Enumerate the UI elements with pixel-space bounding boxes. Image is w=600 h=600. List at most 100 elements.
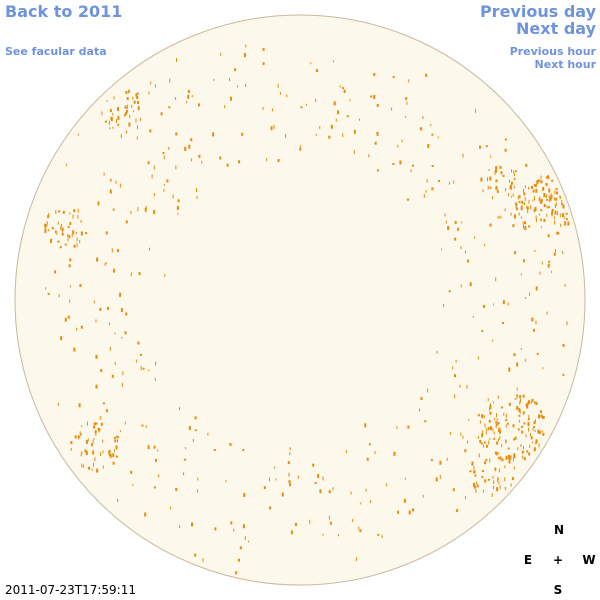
compass-west: W: [582, 553, 596, 567]
facula: [528, 414, 530, 419]
previous-day-link[interactable]: Previous day: [479, 2, 596, 21]
facula: [73, 244, 76, 248]
facula: [508, 402, 511, 406]
facula: [163, 188, 165, 192]
facula: [488, 419, 491, 423]
facula: [483, 441, 486, 444]
facula: [91, 468, 93, 471]
facula: [55, 210, 57, 214]
facula: [521, 205, 523, 209]
facula: [554, 190, 556, 195]
facula: [485, 458, 488, 461]
facula: [97, 201, 100, 206]
facula: [528, 225, 531, 228]
facular-data-link[interactable]: See facular data: [5, 45, 107, 58]
facula: [536, 352, 539, 355]
facula: [148, 91, 150, 95]
next-day-link[interactable]: Next day: [516, 19, 596, 38]
facula: [405, 115, 407, 118]
facula: [452, 366, 454, 370]
facula: [443, 304, 445, 307]
facula: [147, 161, 150, 165]
facula: [487, 398, 489, 402]
facula: [77, 208, 79, 213]
facula: [288, 480, 291, 484]
facula: [430, 124, 432, 127]
back-link[interactable]: Back to 2011: [5, 2, 123, 21]
facula: [527, 422, 530, 427]
facula: [330, 124, 333, 129]
next-hour-link[interactable]: Next hour: [534, 58, 597, 71]
facula: [521, 455, 523, 459]
facula: [520, 216, 522, 219]
facula: [532, 428, 534, 431]
facula: [64, 243, 67, 246]
facula: [489, 186, 492, 189]
facula: [460, 432, 462, 436]
facula: [510, 184, 512, 189]
facula: [133, 110, 135, 113]
facula: [508, 367, 511, 372]
facula: [115, 445, 118, 450]
facula: [275, 478, 277, 481]
facula: [559, 196, 561, 199]
facula: [543, 219, 546, 222]
facula: [430, 459, 433, 462]
facula: [547, 206, 550, 209]
facula: [376, 169, 379, 172]
previous-hour-link[interactable]: Previous hour: [509, 45, 596, 58]
facula: [112, 112, 114, 116]
facula: [524, 202, 525, 206]
facula: [95, 319, 97, 323]
facula: [163, 155, 165, 160]
facula: [226, 163, 229, 167]
facula: [445, 220, 447, 224]
facula: [518, 200, 521, 203]
facula: [473, 469, 476, 474]
facula: [92, 440, 94, 443]
facula: [299, 147, 302, 151]
facula: [540, 175, 542, 179]
facula: [519, 409, 521, 414]
facula: [565, 212, 568, 215]
facula: [76, 327, 78, 331]
facula: [545, 194, 547, 198]
facula: [224, 105, 226, 109]
facula: [391, 107, 393, 111]
facula: [407, 425, 410, 429]
facula: [474, 474, 477, 477]
facula: [229, 78, 231, 82]
facula: [187, 94, 190, 99]
facula: [105, 262, 107, 265]
facula: [243, 493, 246, 497]
facula: [80, 219, 82, 223]
facula: [537, 429, 540, 434]
facula: [550, 194, 553, 199]
facula: [460, 246, 462, 250]
facula: [219, 156, 222, 160]
facula: [548, 260, 551, 263]
facula: [94, 430, 97, 434]
facula: [522, 394, 525, 398]
facula: [343, 90, 346, 94]
facula: [406, 101, 408, 105]
facula: [514, 251, 517, 255]
facula: [287, 461, 290, 465]
facula: [508, 193, 509, 197]
facula: [454, 374, 456, 378]
facula: [187, 89, 190, 93]
facula: [499, 427, 501, 431]
facula: [514, 398, 516, 400]
facula: [315, 69, 318, 73]
facula: [513, 353, 516, 357]
facula: [404, 477, 406, 480]
facula: [184, 146, 187, 151]
facula: [538, 213, 540, 216]
facula: [494, 171, 496, 175]
facula: [202, 558, 204, 563]
facula: [447, 226, 450, 231]
facula: [114, 436, 117, 439]
facula: [539, 431, 541, 434]
facula: [562, 251, 564, 254]
